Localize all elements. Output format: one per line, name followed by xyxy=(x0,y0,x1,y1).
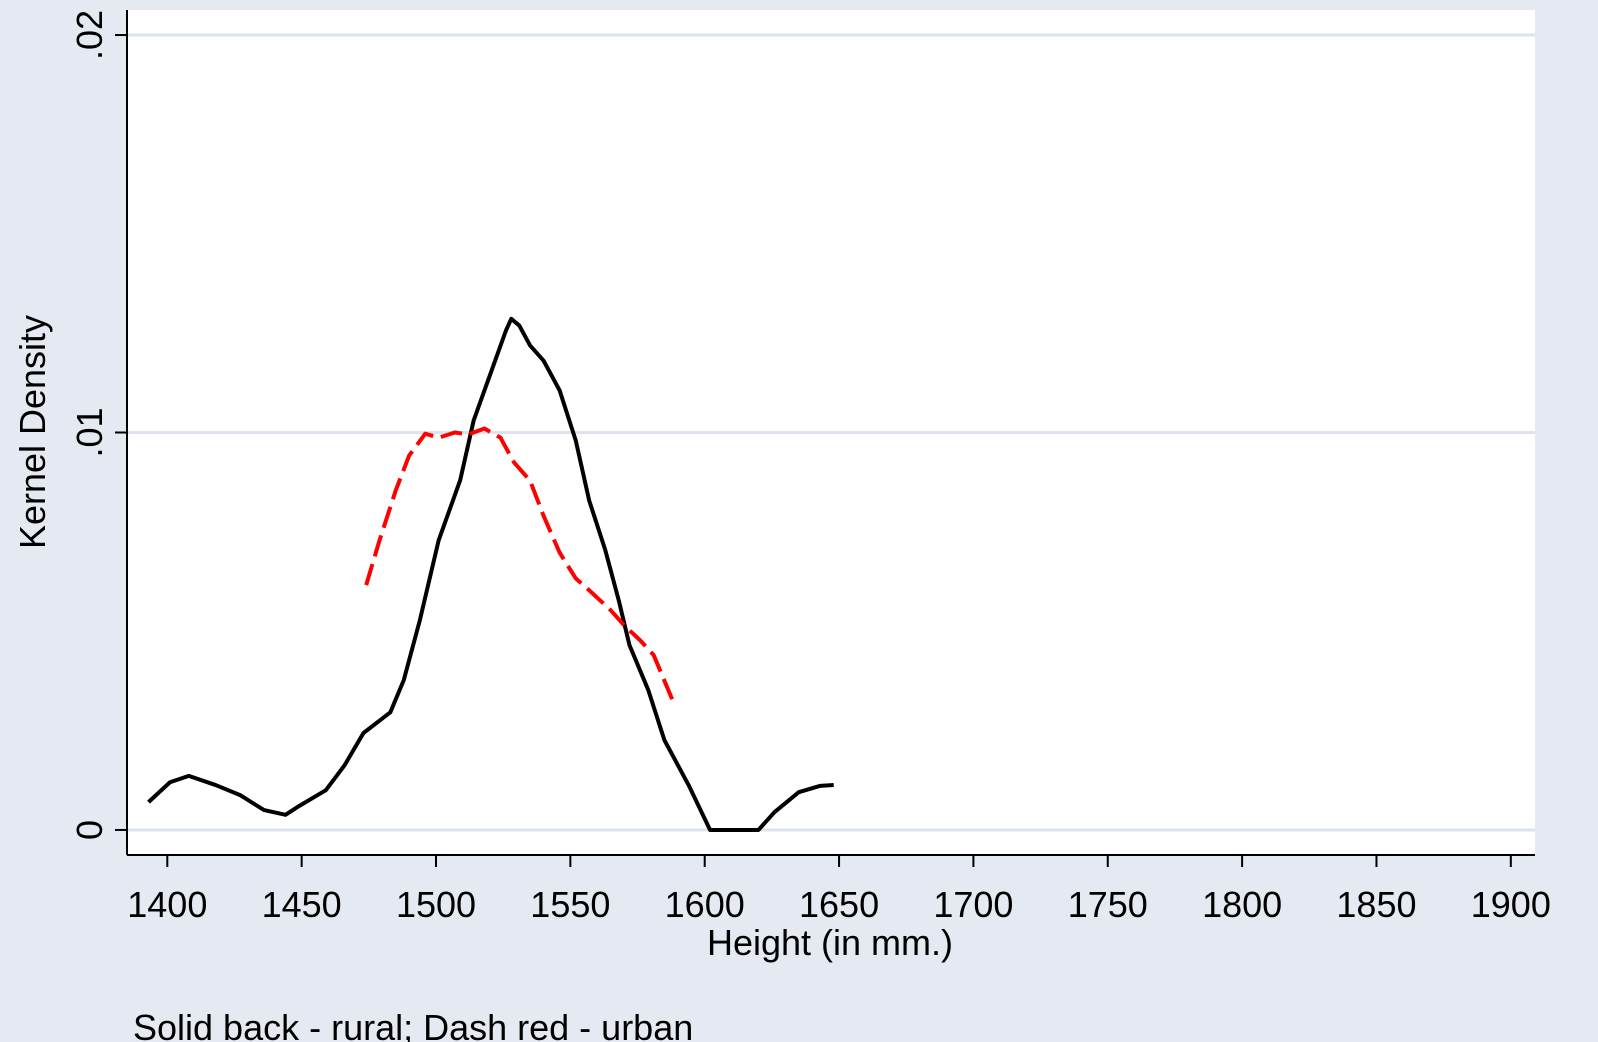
x-tick-label: 1400 xyxy=(127,884,207,925)
y-tick-label: .01 xyxy=(69,407,110,457)
x-tick-label: 1550 xyxy=(530,884,610,925)
y-tick-label: 0 xyxy=(69,820,110,840)
x-tick-label: 1600 xyxy=(665,884,745,925)
x-tick-label: 1750 xyxy=(1068,884,1148,925)
x-axis-title: Height (in mm.) xyxy=(707,922,953,963)
x-tick-label: 1450 xyxy=(262,884,342,925)
x-tick-label: 1500 xyxy=(396,884,476,925)
x-tick-label: 1800 xyxy=(1202,884,1282,925)
y-tick-label: .02 xyxy=(69,10,110,60)
y-axis-title: Kernel Density xyxy=(12,315,53,549)
series-line xyxy=(147,316,834,832)
note: Solid back - rural; Dash red - urban xyxy=(133,1007,693,1042)
series-line xyxy=(364,426,675,701)
x-tick-label: 1900 xyxy=(1471,884,1551,925)
x-tick-label: 1700 xyxy=(933,884,1013,925)
x-tick-label: 1850 xyxy=(1336,884,1416,925)
x-tick-label: 1650 xyxy=(799,884,879,925)
